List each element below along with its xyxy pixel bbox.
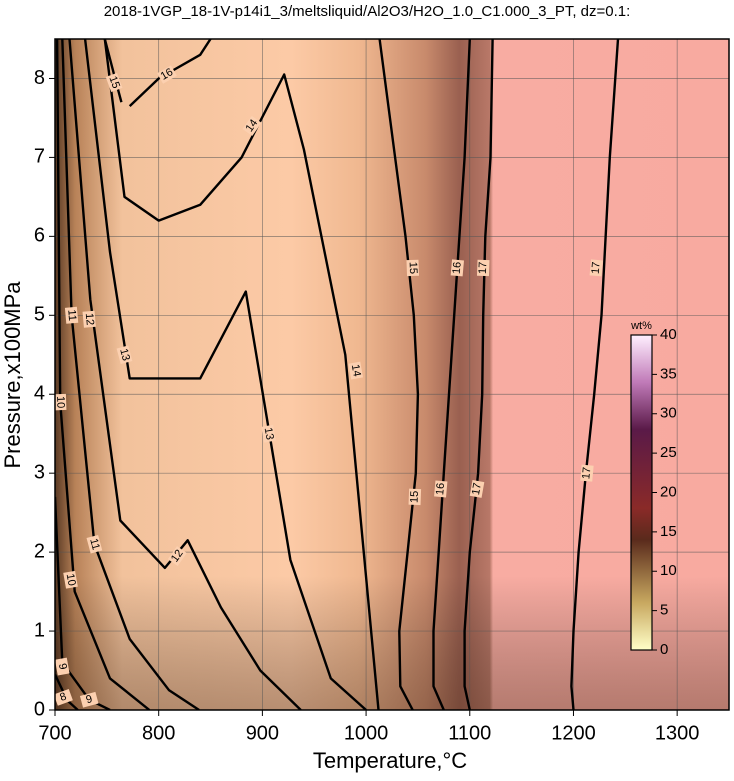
colorbar-scale: [630, 334, 653, 651]
plot-frame: [54, 38, 730, 711]
contour-label: 16: [451, 261, 464, 274]
contour-label: 10: [64, 573, 78, 587]
contour-line: [463, 39, 494, 710]
contour-label: 8: [58, 691, 68, 704]
contour-line: [55, 496, 111, 710]
contour-line: [128, 39, 212, 107]
contour-label: 14: [349, 363, 363, 377]
y-tick-label: 3: [34, 461, 45, 483]
contour-label: 11: [65, 309, 78, 321]
contour-label: 16: [159, 66, 176, 83]
contour-label-bg: [167, 546, 187, 567]
contour-label-bg: [406, 259, 420, 277]
contour-label-bg: [261, 424, 276, 443]
contour-label-bg: [450, 259, 465, 277]
x-axis-label: Temperature,°C: [313, 748, 467, 773]
y-tick-label: 8: [34, 67, 45, 89]
contour-label-bg: [64, 306, 79, 324]
contour-label-bg: [79, 691, 99, 708]
colorbar-tick-label: 35: [660, 365, 677, 382]
contour-line: [432, 39, 471, 710]
contour-label: 15: [407, 262, 419, 275]
colorbar-tick-label: 30: [660, 405, 677, 422]
contour-line: [83, 39, 367, 710]
x-tick-label: 1300: [655, 722, 700, 744]
chart-title: 2018-1VGP_18-1V-p14i1_3/meltsliquid/Al2O…: [104, 3, 631, 20]
colorbar-tick-label: 0: [660, 641, 668, 658]
x-tick-label: 900: [246, 722, 279, 744]
y-tick-label: 0: [34, 698, 45, 720]
colorbar: wt% 0 5 10 15 20 25 30 35 40: [630, 320, 677, 658]
contour-label-bg: [86, 534, 103, 554]
contour-label-bg: [82, 310, 96, 328]
contour-label-bg: [348, 361, 364, 380]
contour-label-bg: [408, 488, 422, 506]
y-axis-label: Pressure,x100MPa: [0, 281, 25, 469]
contour-label: 9: [85, 693, 94, 706]
x-tick-label: 800: [142, 722, 175, 744]
contour-label-bg: [476, 259, 490, 277]
x-tick-label: 1100: [448, 722, 491, 744]
y-tick-label: 6: [34, 225, 45, 247]
contour-label: 13: [117, 347, 132, 362]
y-tick-label: 4: [34, 383, 45, 405]
plot-shade: [55, 39, 729, 710]
contour-label: 15: [409, 491, 421, 504]
contour-line: [55, 39, 151, 710]
contour-label-bg: [55, 657, 70, 676]
y-tick-label: 5: [34, 304, 45, 326]
contour-label-bg: [157, 65, 177, 84]
contour-label-bg: [469, 480, 485, 498]
contour-label: 10: [54, 396, 66, 409]
colorbar-label: wt%: [630, 320, 652, 332]
contour-line: [103, 39, 380, 710]
contour-label-bg: [242, 115, 262, 136]
colorbar-tick-label: 15: [660, 523, 677, 540]
contours: 17 17 17 17 16 16 15 15 14 14 15 16 13 13 12 12 11 11 10 10…: [54, 39, 620, 710]
contour-label-bg: [63, 570, 78, 589]
contour-label-bg: [55, 393, 67, 411]
contour-label: 12: [169, 548, 186, 565]
contour-label: 17: [590, 261, 603, 274]
x-tick-label: 1200: [551, 722, 596, 744]
contour-line: [61, 39, 200, 710]
contour-label: 11: [87, 537, 102, 551]
colorbar-tick-label: 5: [660, 602, 668, 619]
colorbar-tick-label: 10: [660, 562, 677, 579]
contour-label: 15: [106, 75, 121, 91]
x-tick-label: 1000: [344, 722, 389, 744]
contour-label-bg: [116, 345, 133, 365]
contour-line: [378, 39, 420, 710]
contour-label-bg: [580, 464, 594, 482]
colorbar-tick-label: 40: [660, 326, 677, 343]
contour-label: 9: [56, 663, 69, 671]
x-tick-label: 700: [38, 722, 71, 744]
contour-label-bg: [55, 688, 73, 706]
y-tick-label: 1: [34, 619, 45, 641]
y-tick-label: 7: [34, 146, 45, 168]
colorbar-tick-label: 20: [660, 483, 677, 500]
colorbar-tick-label: 25: [660, 444, 677, 461]
contour-label-bg: [434, 480, 448, 498]
contour-label: 17: [470, 482, 484, 496]
contour-label: 16: [434, 482, 447, 495]
y-tick-label: 2: [34, 540, 45, 562]
contour-label-bg: [589, 259, 603, 277]
contour-label: 13: [262, 427, 276, 441]
contour-label: 17: [580, 467, 593, 480]
contour-label: 12: [83, 313, 96, 326]
contour-label: 17: [477, 262, 489, 275]
contour-label: 14: [244, 117, 261, 134]
contour-label-bg: [105, 72, 123, 92]
